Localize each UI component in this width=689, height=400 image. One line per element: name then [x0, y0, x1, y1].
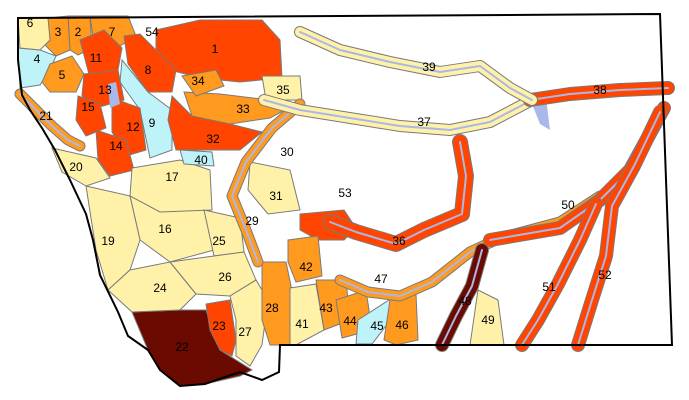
region-label-37: 37 — [417, 115, 431, 129]
region-label-29: 29 — [245, 214, 259, 228]
region-label-38: 38 — [593, 83, 607, 97]
region-40-area — [179, 149, 215, 167]
region-label-21: 21 — [39, 109, 53, 123]
region-label-53: 53 — [338, 186, 352, 200]
region-label-45: 45 — [370, 319, 384, 333]
region-label-35: 35 — [276, 83, 290, 97]
region-label-32: 32 — [206, 132, 220, 146]
region-15-area — [75, 95, 107, 137]
river-line — [521, 203, 597, 346]
region-label-40: 40 — [194, 153, 208, 167]
river-corridor-39 — [295, 27, 537, 105]
region-45-area — [355, 297, 393, 345]
flathead-lake — [108, 82, 120, 108]
region-label-17: 17 — [165, 170, 179, 184]
region-6-area — [17, 17, 51, 51]
region-label-4: 4 — [34, 52, 41, 66]
river-corridors — [14, 26, 675, 352]
region-label-22: 22 — [175, 340, 189, 354]
region-label-15: 15 — [81, 100, 95, 114]
river-line — [19, 93, 81, 147]
region-label-36: 36 — [392, 234, 406, 248]
river-line — [329, 141, 467, 245]
region-label-49: 49 — [481, 313, 495, 327]
region-label-51: 51 — [542, 280, 556, 294]
region-label-30: 30 — [280, 145, 294, 159]
region-label-6: 6 — [27, 16, 34, 30]
region-label-44: 44 — [343, 314, 357, 328]
region-label-41: 41 — [295, 317, 309, 331]
region-label-9: 9 — [149, 116, 156, 130]
region-label-20: 20 — [69, 160, 83, 174]
region-label-52: 52 — [598, 268, 612, 282]
region-label-23: 23 — [212, 319, 226, 333]
region-label-54: 54 — [145, 25, 159, 39]
region-label-2: 2 — [75, 25, 82, 39]
region-label-1: 1 — [212, 42, 219, 56]
region-23-area — [205, 299, 237, 357]
region-label-8: 8 — [145, 63, 152, 77]
region-label-19: 19 — [101, 234, 115, 248]
region-34-area — [181, 69, 225, 97]
region-14-area — [95, 129, 135, 177]
region-label-31: 31 — [269, 189, 283, 203]
region-31-area — [247, 161, 301, 215]
state-outline — [17, 12, 674, 388]
region-label-46: 46 — [395, 318, 409, 332]
river-line — [299, 31, 533, 101]
region-41-area — [289, 283, 325, 346]
region-label-43: 43 — [319, 301, 333, 315]
region-areas — [17, 15, 550, 387]
region-label-25: 25 — [212, 234, 226, 248]
region-8-area — [123, 33, 177, 93]
region-label-3: 3 — [55, 25, 62, 39]
region-label-13: 13 — [98, 83, 112, 97]
region-label-16: 16 — [158, 222, 172, 236]
river-corridor-50 — [484, 102, 670, 246]
region-5-area — [41, 55, 85, 93]
region-label-34: 34 — [191, 74, 205, 88]
region-labels: 1234567891112131415161719202122232425262… — [27, 16, 612, 354]
region-label-11: 11 — [90, 51, 103, 65]
river-line — [577, 111, 661, 346]
region-label-27: 27 — [238, 325, 252, 339]
region-label-14: 14 — [109, 139, 123, 153]
region-label-39: 39 — [422, 60, 436, 74]
region-label-33: 33 — [236, 102, 250, 116]
region-42-area — [287, 235, 323, 283]
region-label-12: 12 — [126, 120, 140, 134]
region-27-area — [229, 279, 269, 367]
region-label-48: 48 — [458, 294, 472, 308]
region-label-5: 5 — [59, 68, 66, 82]
river-line — [263, 99, 533, 131]
region-11-area — [79, 29, 123, 79]
region-20-area — [51, 147, 111, 187]
region-label-26: 26 — [218, 270, 232, 284]
river-line — [441, 249, 483, 346]
region-label-24: 24 — [153, 281, 167, 295]
region-label-7: 7 — [109, 25, 116, 39]
region-label-47: 47 — [374, 272, 388, 286]
region-9-area — [119, 58, 173, 159]
river-line — [529, 87, 669, 101]
region-label-42: 42 — [299, 260, 313, 274]
region-label-28: 28 — [265, 301, 279, 315]
river-line — [231, 103, 301, 263]
region-label-50: 50 — [561, 198, 575, 212]
